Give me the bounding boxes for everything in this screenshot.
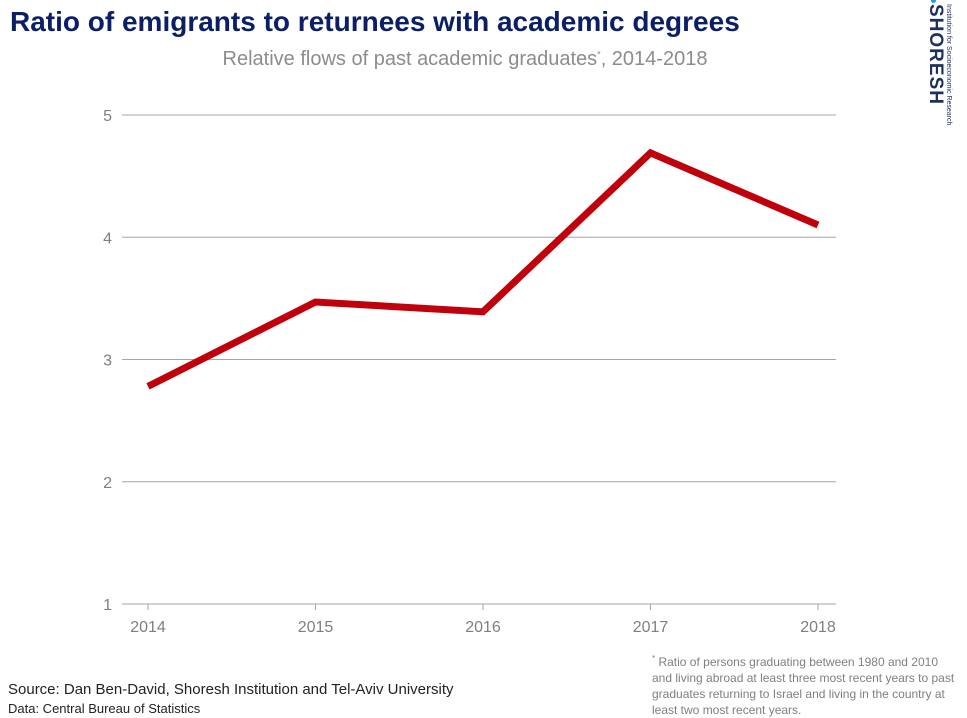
x-tick-label: 2014 bbox=[130, 619, 166, 636]
y-tick-label: 4 bbox=[103, 230, 112, 247]
y-tick-label: 2 bbox=[103, 475, 112, 492]
source-text: Source: Dan Ben-David, Shoresh Instituti… bbox=[8, 681, 454, 698]
footnote-text: Ratio of persons graduating between 1980… bbox=[652, 655, 954, 717]
x-tick-label: 2017 bbox=[633, 619, 669, 636]
chart-gridlines bbox=[122, 115, 836, 482]
series-line bbox=[148, 153, 818, 386]
chart-x-ticks: 2014 2015 2016 2017 2018 bbox=[130, 604, 836, 636]
x-tick-label: 2016 bbox=[465, 619, 501, 636]
footnote: * Ratio of persons graduating between 19… bbox=[652, 651, 957, 718]
x-tick-label: 2015 bbox=[298, 619, 334, 636]
x-tick-label: 2018 bbox=[800, 619, 836, 636]
y-tick-label: 1 bbox=[103, 597, 112, 614]
chart-y-ticks: 1 2 3 4 5 bbox=[103, 108, 112, 614]
chart-series bbox=[148, 153, 818, 387]
y-tick-label: 5 bbox=[103, 108, 112, 125]
y-tick-label: 3 bbox=[103, 353, 112, 370]
data-source-text: Data: Central Bureau of Statistics bbox=[8, 701, 200, 716]
